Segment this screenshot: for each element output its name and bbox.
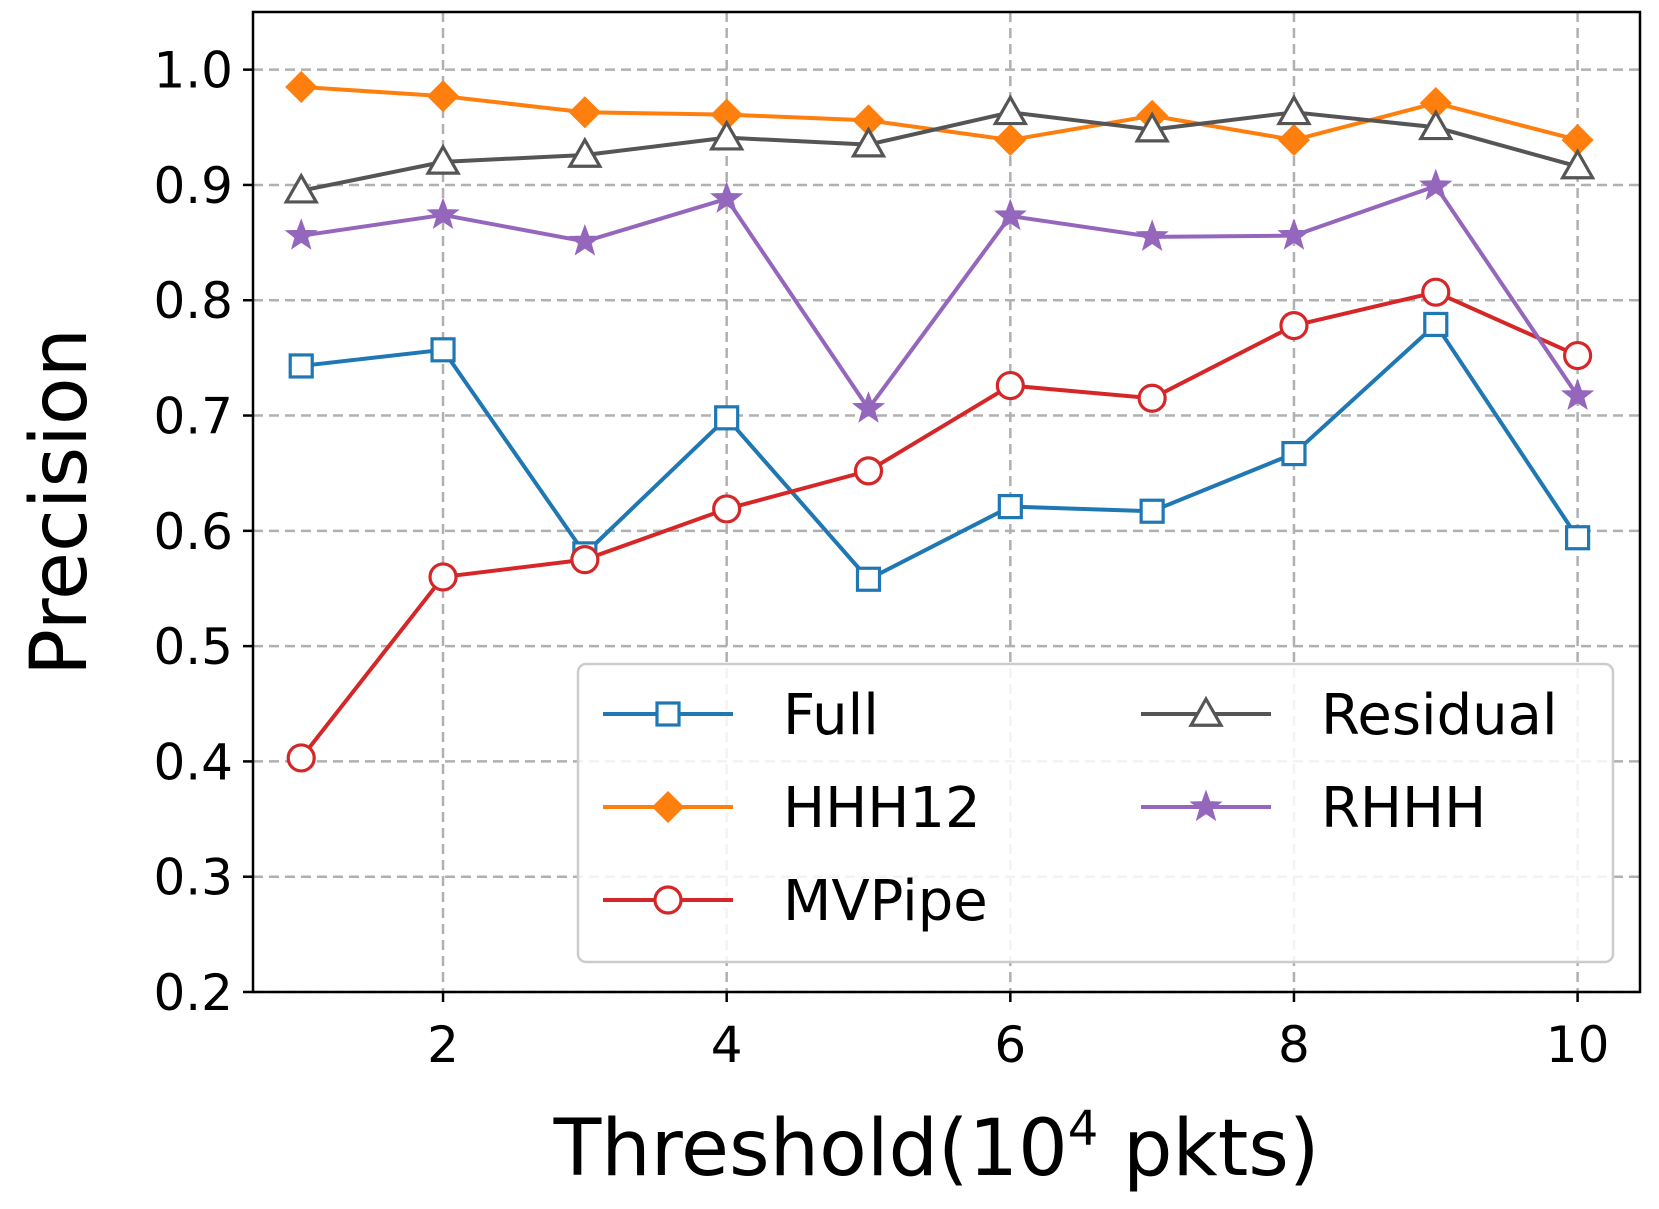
data-point-residual (1559, 148, 1596, 180)
data-point-rhhh (993, 198, 1027, 231)
axes: 2 4 6 8 100.20.30.40.50.60.70.80.91.0Thresho… (15, 10, 1642, 1194)
series-rhhh (284, 168, 1595, 423)
x-tick-label: 10 (1546, 1016, 1610, 1074)
y-tick-label: 0.4 (153, 733, 233, 791)
y-tick-label: 0.5 (153, 618, 233, 676)
data-point-mvpipe (1421, 277, 1451, 307)
data-point-residual (567, 136, 603, 168)
series-hhh12 (285, 70, 1594, 157)
data-point-hhh12 (1277, 123, 1311, 157)
x-tick-label: 8 (1278, 1016, 1310, 1074)
data-point-rhhh (568, 223, 602, 256)
data-point-hhh12 (285, 70, 318, 104)
series-line-rhhh (300, 184, 1580, 411)
data-point-rhhh (1135, 219, 1169, 251)
data-point-full (288, 353, 314, 379)
y-tick-label: 0.3 (153, 849, 233, 907)
data-point-residual (283, 172, 319, 204)
y-tick-label: 0.2 (153, 964, 233, 1022)
data-point-mvpipe (995, 370, 1025, 401)
legend-item-hhh12: HHH12 (603, 776, 981, 841)
data-point-hhh12 (426, 80, 460, 113)
legend-swatch-marker-hhh12 (651, 790, 685, 824)
data-point-rhhh (1419, 168, 1453, 201)
data-point-full (1564, 525, 1591, 551)
legend-swatch-marker-mvpipe (653, 885, 683, 915)
y-tick-label: 0.8 (153, 272, 233, 330)
legend-item-residual: Residual (1141, 683, 1558, 748)
data-point-mvpipe (1279, 311, 1309, 341)
series-full (288, 311, 1591, 592)
legend-swatch-marker-residual (1188, 695, 1224, 727)
data-point-full (1139, 498, 1165, 524)
data-point-residual (850, 126, 887, 158)
y-axis-title: Precision (15, 328, 105, 676)
data-point-mvpipe (286, 743, 316, 773)
legend-label-rhhh: RHHH (1321, 776, 1486, 841)
data-point-rhhh (710, 181, 744, 213)
data-point-rhhh (1277, 218, 1311, 250)
series-layer (283, 70, 1596, 773)
data-point-rhhh (851, 391, 886, 423)
legend-item-full: Full (603, 683, 879, 748)
data-point-rhhh (426, 197, 460, 230)
series-line-full (300, 322, 1580, 582)
legend-box (576, 662, 1615, 964)
data-point-rhhh (1560, 378, 1595, 411)
legend-item-rhhh: RHHH (1141, 776, 1486, 841)
x-axis-title-main: Threshold(10 (553, 1104, 1068, 1194)
series-line-hhh12 (301, 84, 1579, 142)
data-point-residual (1134, 111, 1170, 143)
data-point-mvpipe (570, 545, 600, 575)
data-point-full (714, 405, 740, 431)
data-point-full (1423, 311, 1449, 338)
legend-label-residual: Residual (1321, 683, 1558, 748)
y-tick-label: 0.6 (153, 503, 233, 561)
data-point-full (430, 337, 456, 363)
series-line-residual (300, 110, 1579, 193)
data-point-full (1281, 440, 1307, 467)
legend-swatch-marker-full (655, 701, 681, 727)
data-point-full (855, 566, 882, 592)
y-tick-label: 0.7 (153, 388, 233, 446)
series-line-mvpipe (299, 290, 1579, 760)
data-point-mvpipe (1137, 383, 1167, 413)
plot-frame (251, 10, 1642, 994)
y-tick-label: 1.0 (153, 42, 233, 100)
series-residual (283, 94, 1596, 204)
data-point-hhh12 (568, 96, 601, 129)
legend-label-hhh12: HHH12 (783, 776, 981, 841)
data-point-mvpipe (1562, 340, 1593, 371)
x-tick-label: 4 (711, 1016, 743, 1074)
data-point-residual (1418, 109, 1454, 141)
legend-label-mvpipe: MVPipe (783, 869, 988, 934)
legend: Full HHH12 MVPipe Residual RHHH (576, 662, 1615, 964)
x-axis-title: Threshold(104 pkts) (553, 1101, 1320, 1194)
data-point-mvpipe (428, 562, 458, 592)
x-axis-title-superscript: 4 (1068, 1101, 1099, 1157)
data-point-full (997, 494, 1023, 520)
legend-label-full: Full (783, 683, 879, 748)
data-point-residual (992, 94, 1029, 126)
x-axis-title-suffix: pkts) (1098, 1104, 1319, 1194)
x-tick-label: 6 (994, 1016, 1026, 1074)
legend-swatch-marker-rhhh (1189, 789, 1223, 822)
data-point-mvpipe (853, 456, 884, 486)
legend-item-mvpipe: MVPipe (603, 869, 988, 934)
data-point-hhh12 (994, 123, 1027, 157)
data-point-residual (425, 143, 461, 175)
data-point-residual (1276, 94, 1312, 126)
x-tick-label: 2 (427, 1016, 459, 1074)
data-point-residual (708, 119, 745, 151)
series-mvpipe (286, 277, 1593, 773)
data-point-rhhh (284, 218, 318, 250)
data-point-mvpipe (712, 494, 742, 524)
y-tick-label: 0.9 (153, 157, 233, 215)
